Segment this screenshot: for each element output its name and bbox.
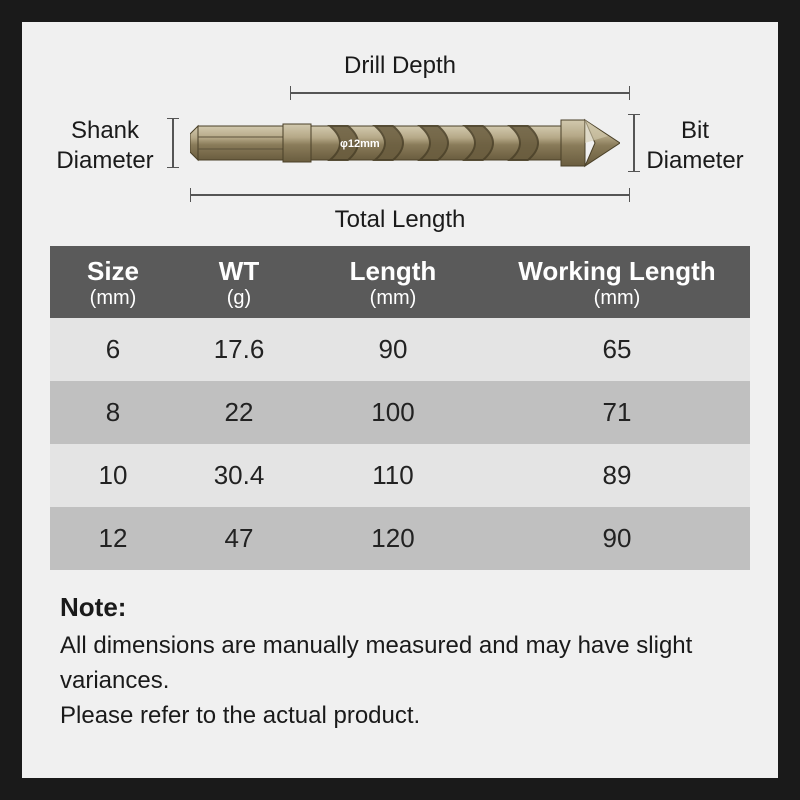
- table-row: 1030.411089: [50, 444, 750, 507]
- table-cell: 89: [484, 444, 750, 507]
- table-cell: 47: [176, 507, 302, 570]
- table-cell: 110: [302, 444, 484, 507]
- bracket-drill-depth: [290, 86, 630, 102]
- label-bit-diameter: Bit Diameter: [630, 116, 760, 176]
- table-col-header: Length(mm): [302, 246, 484, 318]
- note-line-1: All dimensions are manually measured and…: [60, 632, 692, 694]
- note-title: Note:: [60, 592, 740, 623]
- col-title: Size: [54, 256, 172, 287]
- spec-card: Drill Depth: [22, 22, 778, 778]
- table-cell: 65: [484, 318, 750, 381]
- table-col-header: WT(g): [176, 246, 302, 318]
- table-cell: 22: [176, 381, 302, 444]
- table-row: 124712090: [50, 507, 750, 570]
- label-total-length: Total Length: [335, 206, 466, 234]
- col-unit: (mm): [488, 287, 746, 310]
- col-unit: (g): [180, 287, 298, 310]
- col-title: Length: [306, 256, 480, 287]
- drill-diagram: Drill Depth: [50, 46, 750, 236]
- bit-size-text: φ12mm: [340, 138, 380, 150]
- table-row: 617.69065: [50, 318, 750, 381]
- table-cell: 71: [484, 381, 750, 444]
- col-unit: (mm): [306, 287, 480, 310]
- table-cell: 90: [302, 318, 484, 381]
- bracket-total-length: [190, 186, 630, 202]
- col-title: Working Length: [488, 256, 746, 287]
- table-header: Size(mm)WT(g)Length(mm)Working Length(mm…: [50, 246, 750, 318]
- table-body: 617.69065822100711030.411089124712090: [50, 318, 750, 570]
- table-cell: 30.4: [176, 444, 302, 507]
- table-cell: 90: [484, 507, 750, 570]
- note-block: Note: All dimensions are manually measur…: [50, 592, 750, 733]
- table-cell: 6: [50, 318, 176, 381]
- table-cell: 8: [50, 381, 176, 444]
- col-title: WT: [180, 256, 298, 287]
- col-unit: (mm): [54, 287, 172, 310]
- label-drill-depth: Drill Depth: [344, 52, 456, 80]
- table-cell: 10: [50, 444, 176, 507]
- note-body: All dimensions are manually measured and…: [60, 629, 740, 733]
- spec-table: Size(mm)WT(g)Length(mm)Working Length(mm…: [50, 246, 750, 570]
- note-line-2: Please refer to the actual product.: [60, 702, 420, 729]
- label-shank-diameter: Shank Diameter: [40, 116, 170, 176]
- table-cell: 12: [50, 507, 176, 570]
- table-row: 82210071: [50, 381, 750, 444]
- table-col-header: Working Length(mm): [484, 246, 750, 318]
- drill-bit-icon: φ12mm: [190, 114, 620, 172]
- table-cell: 17.6: [176, 318, 302, 381]
- table-cell: 120: [302, 507, 484, 570]
- table-col-header: Size(mm): [50, 246, 176, 318]
- table-cell: 100: [302, 381, 484, 444]
